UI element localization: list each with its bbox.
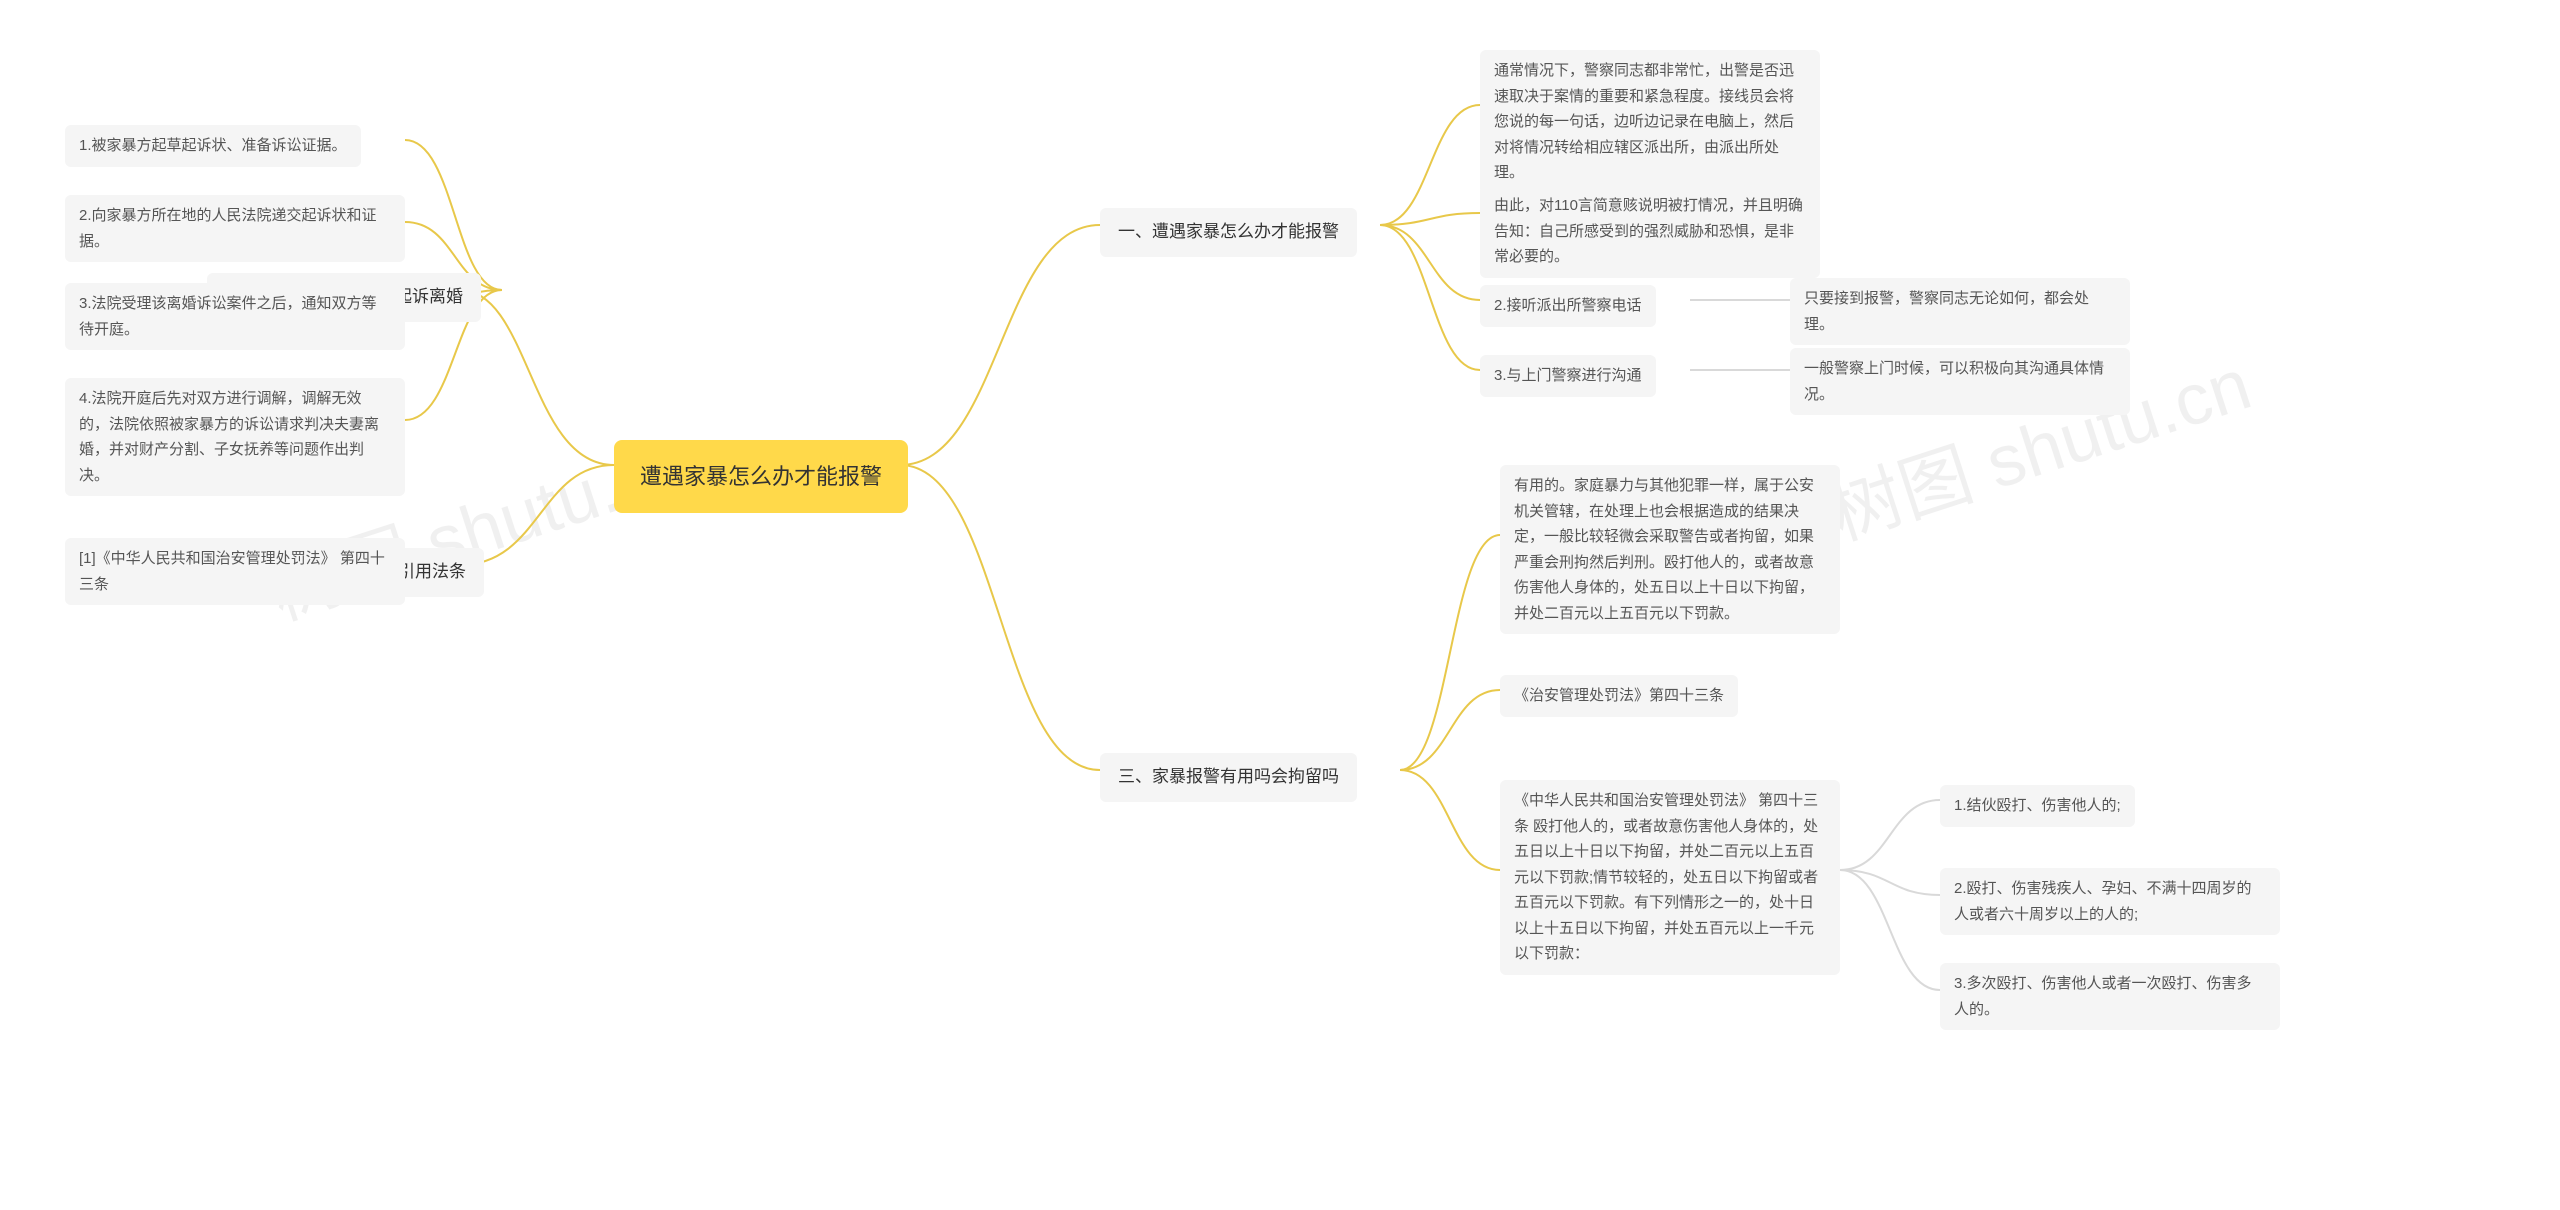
b2-leaf-1: 2.向家暴方所在地的人民法院递交起诉状和证据。 [65, 195, 405, 262]
b3-leaf-0: 有用的。家庭暴力与其他犯罪一样，属于公安机关管辖，在处理上也会根据造成的结果决定… [1500, 465, 1840, 634]
mindmap-canvas: 树图 shutu.cn 树图 shutu.cn [0, 0, 2560, 1210]
branch-b1: 一、遭遇家暴怎么办才能报警 [1100, 208, 1357, 257]
b1-gc-2: 只要接到报警，警察同志无论如何，都会处理。 [1790, 278, 2130, 345]
b4-leaf-0: [1]《中华人民共和国治安管理处罚法》 第四十三条 [65, 538, 405, 605]
b3-gc-1: 2.殴打、伤害残疾人、孕妇、不满十四周岁的人或者六十周岁以上的人的; [1940, 868, 2280, 935]
b1-leaf-1: 由此，对110言简意赅说明被打情况，并且明确告知：自己所感受到的强烈威胁和恐惧，… [1480, 185, 1820, 278]
b2-leaf-3: 4.法院开庭后先对双方进行调解，调解无效的，法院依照被家暴方的诉讼请求判决夫妻离… [65, 378, 405, 496]
b1-leaf-3: 3.与上门警察进行沟通 [1480, 355, 1656, 397]
b3-leaf-2: 《中华人民共和国治安管理处罚法》 第四十三条 殴打他人的，或者故意伤害他人身体的… [1500, 780, 1840, 975]
b3-leaf-1: 《治安管理处罚法》第四十三条 [1500, 675, 1738, 717]
b3-gc-0: 1.结伙殴打、伤害他人的; [1940, 785, 2135, 827]
b1-gc-3: 一般警察上门时候，可以积极向其沟通具体情况。 [1790, 348, 2130, 415]
b2-leaf-2: 3.法院受理该离婚诉讼案件之后，通知双方等待开庭。 [65, 283, 405, 350]
branch-b3: 三、家暴报警有用吗会拘留吗 [1100, 753, 1357, 802]
root-node: 遭遇家暴怎么办才能报警 [614, 440, 908, 513]
b2-leaf-0: 1.被家暴方起草起诉状、准备诉讼证据。 [65, 125, 361, 167]
b1-leaf-0: 通常情况下，警察同志都非常忙，出警是否迅速取决于案情的重要和紧急程度。接线员会将… [1480, 50, 1820, 194]
b3-gc-2: 3.多次殴打、伤害他人或者一次殴打、伤害多人的。 [1940, 963, 2280, 1030]
b1-leaf-2: 2.接听派出所警察电话 [1480, 285, 1656, 327]
